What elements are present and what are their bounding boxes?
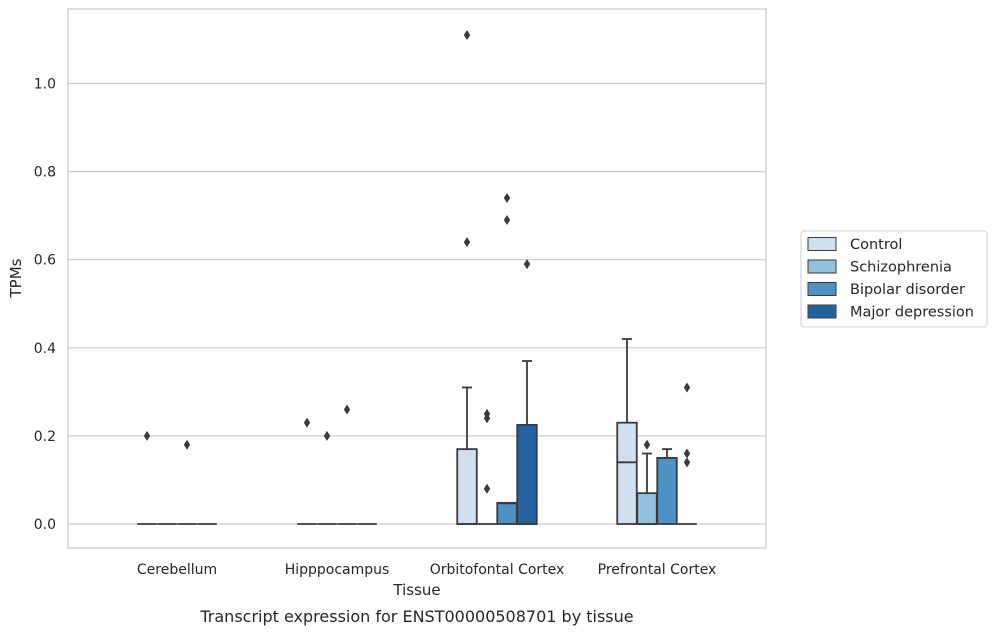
- box-body: [656, 457, 678, 525]
- legend-items: Control Schizophrenia Bipolar disorder Majo…: [807, 237, 974, 321]
- outlier-points: [143, 30, 691, 494]
- box-0-3: [616, 338, 638, 525]
- legend-frame: [800, 230, 988, 328]
- outlier-point: [523, 259, 531, 270]
- y-tick-label: 0.0: [34, 517, 56, 533]
- chart-caption: Transcript expression for ENST0000050870…: [199, 607, 633, 626]
- outlier-point: [503, 215, 511, 226]
- box-body: [456, 448, 478, 525]
- y-tick-labels: 0.0 0.2 0.4 0.6 0.8 1.0: [34, 77, 56, 534]
- outlier-point: [483, 483, 491, 494]
- outlier-point: [503, 193, 511, 204]
- box-body: [516, 423, 538, 525]
- legend-swatch: [807, 259, 837, 274]
- outlier-point: [643, 439, 651, 450]
- legend-item: Major depression: [807, 304, 974, 321]
- legend-label: Bipolar disorder: [850, 282, 965, 298]
- outlier-point: [463, 30, 471, 41]
- y-tick-label: 0.6: [34, 253, 56, 269]
- box-2-2: [496, 501, 518, 525]
- y-tick-label: 1.0: [34, 77, 56, 93]
- legend-swatch: [807, 237, 837, 251]
- x-tick-labels: Cerebellum Hipppocampus Orbitofontal Corte…: [137, 562, 716, 578]
- x-tick-label: Hipppocampus: [285, 562, 390, 578]
- legend-swatch: [807, 304, 837, 319]
- box-body: [636, 492, 658, 525]
- y-axis-title: TPMs: [7, 258, 25, 298]
- outlier-point: [463, 237, 471, 248]
- box-1-3: [636, 452, 658, 525]
- outlier-point: [303, 417, 311, 428]
- outlier-point: [683, 382, 691, 393]
- legend-label: Schizophrenia: [850, 260, 952, 276]
- box-0-2: [456, 386, 478, 525]
- box-2-3: [656, 448, 678, 525]
- box-plots: [137, 338, 697, 525]
- y-tick-label: 0.4: [34, 341, 56, 357]
- outlier-point: [183, 439, 191, 450]
- outlier-point: [343, 404, 351, 415]
- legend-item: Schizophrenia: [807, 259, 952, 276]
- legend-label: Control: [850, 237, 902, 253]
- x-tick-label: Orbitofontal Cortex: [430, 562, 565, 578]
- outlier-point: [323, 430, 331, 441]
- outlier-point: [483, 413, 491, 424]
- legend-item: Bipolar disorder: [807, 282, 965, 298]
- x-axis-title: Tissue: [392, 581, 440, 599]
- x-tick-label: Prefrontal Cortex: [598, 562, 717, 578]
- outlier-point: [683, 448, 691, 459]
- x-tick-label: Cerebellum: [137, 562, 217, 578]
- box-3-2: [516, 360, 538, 525]
- y-tick-label: 0.8: [34, 165, 56, 181]
- legend-swatch: [807, 282, 837, 296]
- legend-label: Major depression: [850, 305, 974, 321]
- outlier-point: [143, 430, 151, 441]
- y-tick-label: 0.2: [34, 429, 56, 445]
- outlier-point: [683, 457, 691, 468]
- box-body: [496, 501, 518, 525]
- legend: Control Schizophrenia Bipolar disorder Majo…: [800, 230, 988, 328]
- plot-frame: [67, 8, 767, 549]
- box-body: [616, 421, 638, 525]
- legend-item: Control: [807, 237, 902, 253]
